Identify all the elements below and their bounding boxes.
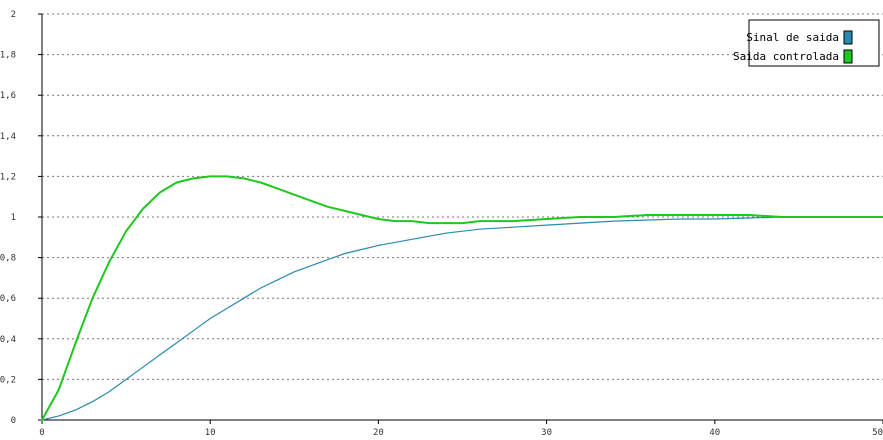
- y-tick-label-9: 1,8: [0, 51, 16, 61]
- x-tick-label-1: 10: [205, 428, 216, 438]
- grid-lines: [42, 13, 883, 380]
- legend-swatch-saida-controlada: [843, 49, 853, 64]
- y-tick-label-1: 0,2: [0, 375, 16, 385]
- y-tick-label-2: 0,4: [0, 335, 16, 345]
- legend: Sinal de saida Saida controlada: [733, 19, 880, 67]
- x-tick-label-3: 30: [541, 428, 552, 438]
- y-tick-label-5: 1: [11, 213, 16, 223]
- legend-label-saida-controlada: Saida controlada: [733, 50, 839, 63]
- legend-swatch-sinal-de-saida: [843, 30, 853, 45]
- series-line-saida-controlada: [41, 175, 883, 421]
- x-axis-ticks: 0 10 20 30 40 50: [39, 420, 883, 438]
- series-lines: [41, 175, 883, 421]
- x-tick-label-5: 50: [872, 428, 883, 438]
- x-tick-label-0: 0: [39, 428, 44, 438]
- y-axis-ticks: 0 0,2 0,4 0,6 0,8 1 1,2 1,4 1,6 1,8 2: [0, 10, 42, 426]
- y-tick-label-8: 1,6: [0, 91, 16, 101]
- y-tick-label-4: 0,8: [0, 254, 16, 264]
- legend-box: [748, 19, 880, 67]
- y-tick-label-7: 1,4: [0, 132, 16, 142]
- legend-label-sinal-de-saida: Sinal de saida: [746, 31, 839, 44]
- y-tick-label-6: 1,2: [0, 172, 16, 182]
- y-tick-label-3: 0,6: [0, 294, 16, 304]
- x-tick-label-2: 20: [373, 428, 384, 438]
- series-line-sinal-de-saida: [41, 216, 883, 421]
- x-tick-label-4: 40: [709, 428, 720, 438]
- y-tick-label-0: 0: [11, 416, 16, 426]
- y-tick-label-10: 2: [11, 10, 16, 20]
